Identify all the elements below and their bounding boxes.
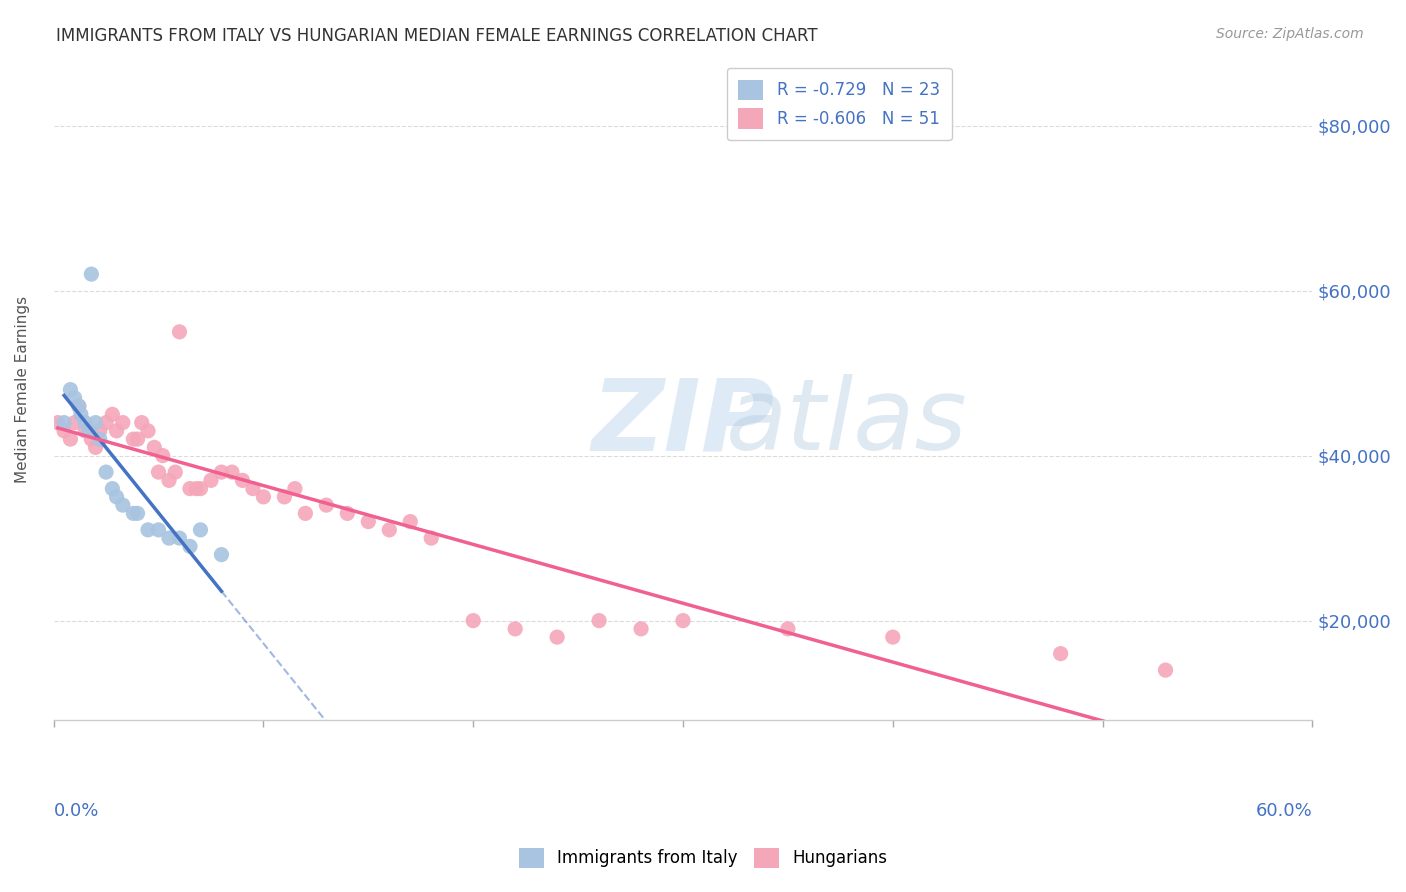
Point (122, 507, 145, 521)
Point (336, 507, 359, 521)
Point (378, 523, 401, 537)
Point (136, 424, 159, 438)
Point (63, 391, 86, 405)
Point (131, 416, 153, 430)
Point (315, 498, 337, 512)
Text: 60.0%: 60.0% (1256, 802, 1312, 820)
Point (152, 449, 174, 463)
Point (127, 507, 149, 521)
Point (242, 482, 264, 496)
Point (101, 482, 124, 496)
Point (70, 408, 93, 422)
Point (53, 416, 76, 430)
Point (672, 614, 695, 628)
Point (1049, 647, 1071, 661)
Y-axis label: Median Female Earnings: Median Female Earnings (15, 296, 30, 483)
Text: Source: ZipAtlas.com: Source: ZipAtlas.com (1216, 27, 1364, 41)
Point (63, 416, 86, 430)
Point (776, 622, 799, 636)
Text: atlas: atlas (725, 374, 967, 471)
Point (59, 383, 82, 397)
Point (143, 441, 166, 455)
Point (67, 399, 90, 413)
Point (80, 432, 103, 446)
Point (94, 416, 117, 430)
Point (101, 408, 124, 422)
Point (89, 432, 111, 446)
Point (94, 465, 117, 479)
Point (111, 498, 134, 512)
Point (46, 416, 69, 430)
Point (169, 531, 191, 545)
Point (357, 515, 380, 529)
Point (77, 424, 100, 438)
Point (53, 424, 76, 438)
Point (231, 474, 253, 488)
Point (420, 531, 443, 545)
Point (148, 465, 170, 479)
Point (89, 424, 111, 438)
Point (75, 416, 97, 430)
Point (136, 523, 159, 537)
Point (882, 630, 904, 644)
Point (105, 424, 128, 438)
Point (84, 441, 107, 455)
Point (463, 614, 485, 628)
Point (294, 507, 316, 521)
Point (200, 474, 222, 488)
Point (503, 622, 526, 636)
Point (165, 465, 187, 479)
Point (67, 399, 90, 413)
Point (190, 523, 212, 537)
Point (157, 531, 180, 545)
Point (211, 548, 233, 562)
Point (122, 432, 145, 446)
Point (75, 424, 97, 438)
Legend: R = -0.729   N = 23, R = -0.606   N = 51: R = -0.729 N = 23, R = -0.606 N = 51 (727, 68, 952, 140)
Point (80, 267, 103, 281)
Point (127, 432, 149, 446)
Point (284, 482, 307, 496)
Point (252, 490, 274, 504)
Point (111, 416, 134, 430)
Legend: Immigrants from Italy, Hungarians: Immigrants from Italy, Hungarians (512, 841, 894, 875)
Point (273, 490, 295, 504)
Point (1154, 663, 1177, 677)
Point (179, 540, 201, 554)
Point (186, 482, 208, 496)
Point (190, 482, 212, 496)
Point (630, 622, 652, 636)
Text: 0.0%: 0.0% (53, 802, 98, 820)
Point (169, 325, 191, 339)
Point (588, 614, 610, 628)
Text: IMMIGRANTS FROM ITALY VS HUNGARIAN MEDIAN FEMALE EARNINGS CORRELATION CHART: IMMIGRANTS FROM ITALY VS HUNGARIAN MEDIA… (56, 27, 818, 45)
Point (105, 490, 128, 504)
Point (179, 482, 201, 496)
Point (148, 523, 170, 537)
Point (157, 474, 180, 488)
Point (546, 630, 568, 644)
Text: ZIP: ZIP (592, 374, 775, 471)
Point (399, 515, 422, 529)
Point (211, 465, 233, 479)
Point (84, 416, 107, 430)
Point (59, 432, 82, 446)
Point (221, 465, 243, 479)
